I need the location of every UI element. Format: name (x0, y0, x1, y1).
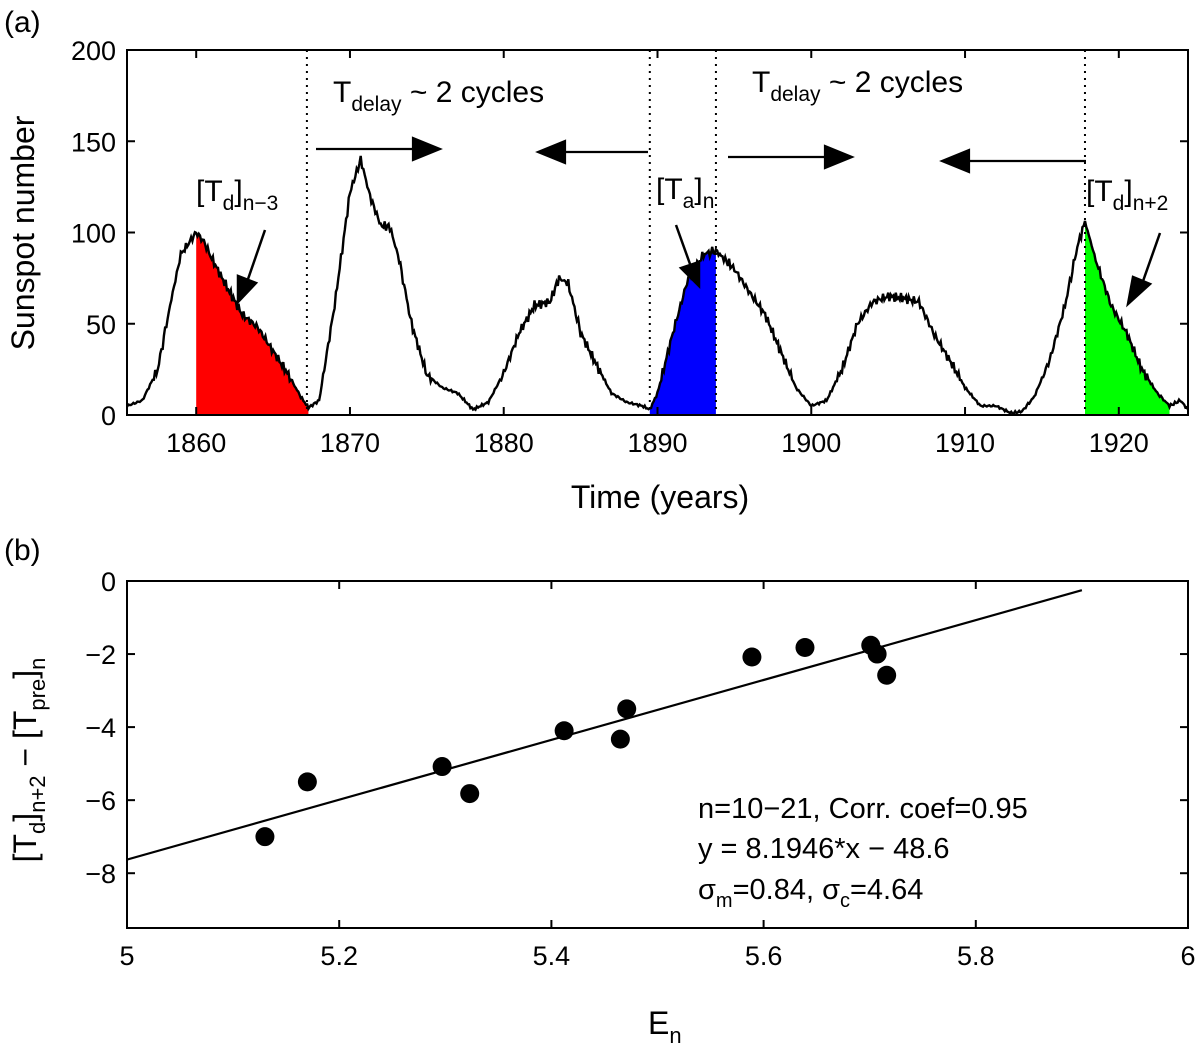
vertical-dotted-lines (305, 50, 1086, 415)
stats-line-1: n=10−21, Corr. coef=0.95 (698, 793, 1028, 825)
ytick-label: 150 (71, 127, 116, 157)
pointer-red-shaft (245, 229, 267, 283)
xtick-label: 5.8 (957, 941, 995, 971)
ytick-label: 0 (101, 567, 116, 597)
xtick-label: 5.2 (320, 941, 358, 971)
axis-b-ylabel: [Td]n+2 − [Tpre]n (7, 658, 50, 863)
scatter-point (742, 647, 762, 667)
tdelay-annotation-2: Tdelay ~ 2 cycles (752, 66, 963, 106)
scatter-point (617, 699, 637, 719)
panel-b-label: (b) (4, 534, 41, 567)
pointer-green-shaft (1140, 232, 1162, 285)
panel-b: 5 5.2 5.4 5.6 5.8 6 0 −2 −4 −6 −8 (b) En [Td]n+2 −… (4, 534, 1196, 1048)
scatter-point (432, 757, 452, 777)
xtick-label: 1910 (935, 428, 995, 458)
arrowhead-left-2 (939, 148, 971, 174)
xtick-label: 6 (1180, 941, 1195, 971)
xtick-label: 5 (119, 941, 134, 971)
panel-a: 1860 1870 1880 1890 1900 1910 1920 0 50 100 150 200… (4, 6, 1189, 515)
scatter-point (297, 772, 317, 792)
ytick-label: 50 (86, 310, 116, 340)
axis-a-ylabel: Sunspot number (5, 115, 41, 350)
ytick-label: −6 (85, 786, 116, 816)
scatter-point (795, 637, 815, 657)
axes-a-ticks: 1860 1870 1880 1890 1900 1910 1920 0 50 100 150 200 (71, 36, 1188, 458)
arrowhead-right-2 (823, 144, 855, 170)
ytick-label: 0 (101, 401, 116, 431)
axis-b-xlabel: En (648, 1005, 682, 1048)
tdelay-annotation-1: Tdelay ~ 2 cycles (333, 76, 544, 116)
scatter-points (255, 635, 897, 847)
pointer-arrows (236, 224, 1162, 308)
scatter-point (867, 644, 887, 664)
sunspot-series-line (127, 155, 1188, 415)
pointer-red-head (236, 274, 259, 306)
ytick-label: −4 (85, 713, 116, 743)
ytick-label: −2 (85, 640, 116, 670)
xtick-label: 5.6 (745, 941, 783, 971)
shaded-region-2 (1085, 221, 1170, 415)
stats-line-3: σm=0.84, σc=4.64 (698, 874, 923, 912)
xtick-label: 5.4 (533, 941, 571, 971)
scatter-point (255, 827, 275, 847)
pointer-green-head (1126, 275, 1153, 308)
region-label-blue: [Ta]n (656, 173, 714, 213)
xtick-label: 1900 (781, 428, 841, 458)
pointer-blue-shaft (674, 224, 692, 265)
xtick-label: 1920 (1089, 428, 1149, 458)
xtick-label: 1860 (166, 428, 226, 458)
axes-a-frame (126, 49, 1189, 416)
region-label-red: [Td]n−3 (196, 175, 278, 215)
panel-a-label: (a) (4, 6, 41, 39)
shaded-region-1 (649, 246, 716, 415)
region-label-green: [Td]n+2 (1086, 175, 1168, 215)
ytick-label: 100 (71, 219, 116, 249)
arrowhead-right-1 (411, 136, 443, 162)
xtick-label: 1870 (320, 428, 380, 458)
delay-arrows (316, 136, 1086, 174)
stats-line-2: y = 8.1946*x − 48.6 (698, 833, 950, 865)
axis-a-xlabel: Time (years) (571, 479, 749, 515)
scatter-point (460, 784, 480, 804)
scatter-point (554, 721, 574, 741)
ytick-label: 200 (71, 36, 116, 66)
axes-b-ticks: 5 5.2 5.4 5.6 5.8 6 0 −2 −4 −6 −8 (85, 567, 1195, 971)
xtick-label: 1880 (474, 428, 534, 458)
pointer-blue-head (678, 260, 701, 290)
arrowhead-left-1 (535, 139, 567, 165)
scatter-point (610, 729, 630, 749)
regression-fit-line (127, 589, 1083, 861)
scatter-point (877, 665, 897, 685)
axes-b-frame (126, 580, 1189, 929)
xtick-label: 1890 (627, 428, 687, 458)
ytick-label: −8 (85, 859, 116, 889)
